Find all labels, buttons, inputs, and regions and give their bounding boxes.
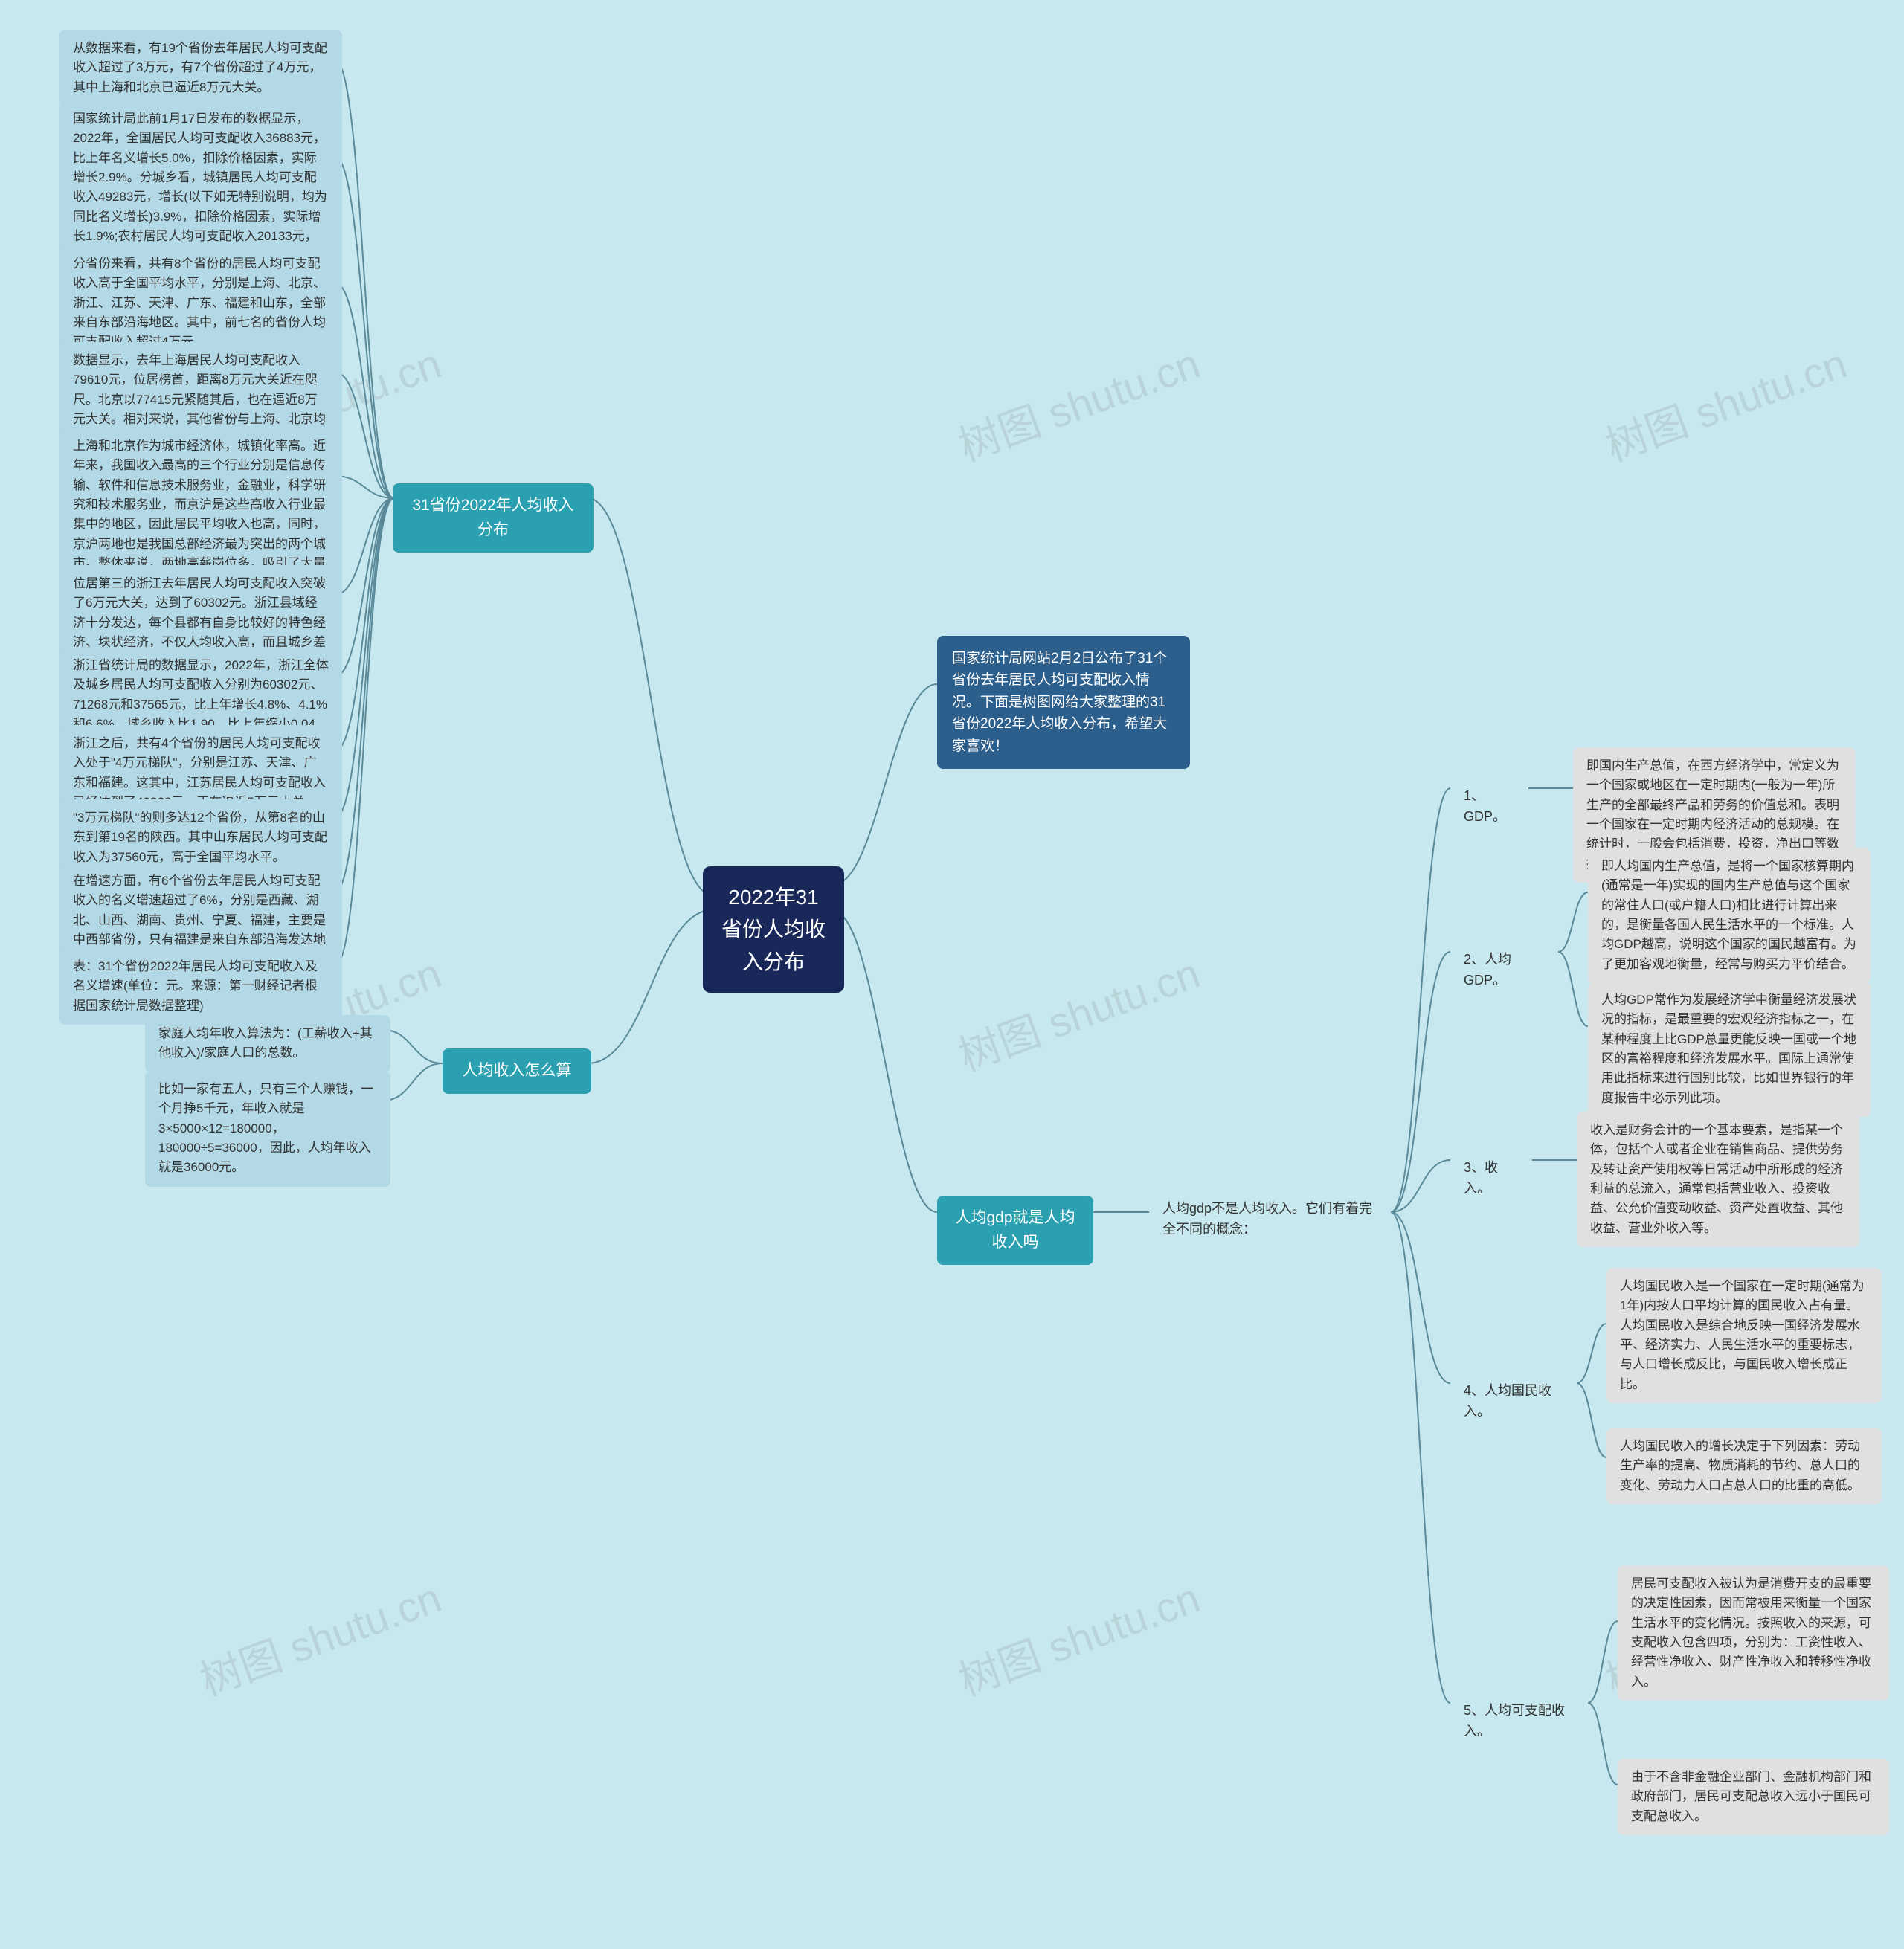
howto-leaf-1: 比如一家有五人，只有三个人赚钱，一个月挣5千元，年收入就是3×5000×12=1… <box>145 1071 390 1187</box>
dist-leaf-0: 从数据来看，有19个省份去年居民人均可支配收入超过了3万元，有7个省份超过了4万… <box>60 30 342 106</box>
intro-node: 国家统计局网站2月2日公布了31个省份去年居民人均可支配收入情况。下面是树图网给… <box>937 636 1190 769</box>
gdp-item-1-num: 1、GDP。 <box>1450 777 1536 837</box>
watermark: 树图 shutu.cn <box>1596 330 1854 473</box>
howto-leaf-0: 家庭人均年收入算法为：(工薪收入+其他收入)/家庭人口的总数。 <box>145 1015 390 1072</box>
gdp-item-4-num: 4、人均国民收入。 <box>1450 1372 1580 1431</box>
gdp-item-2-num: 2、人均GDP。 <box>1450 941 1562 1000</box>
gdp-item-5-leaf-1: 由于不含非金融企业部门、金融机构部门和政府部门，居民可支配总收入远小于国民可支配… <box>1618 1759 1889 1835</box>
watermark: 树图 shutu.cn <box>949 940 1207 1083</box>
branch-gdp: 人均gdp就是人均收入吗 <box>937 1196 1093 1265</box>
gdp-item-2-leaf-0: 即人均国内生产总值，是将一个国家核算期内(通常是一年)实现的国内生产总值与这个国… <box>1588 848 1871 983</box>
watermark: 树图 shutu.cn <box>949 330 1207 473</box>
root-node: 2022年31省份人均收入分布 <box>703 866 844 993</box>
gdp-sublabel: 人均gdp不是人均收入。它们有着完全不同的概念： <box>1149 1190 1395 1249</box>
watermark: 树图 shutu.cn <box>190 1565 448 1707</box>
dist-leaf-10: 表：31个省份2022年居民人均可支配收入及名义增速(单位：元。来源：第一财经记… <box>60 948 342 1025</box>
branch-howto: 人均收入怎么算 <box>443 1048 591 1094</box>
gdp-item-4-leaf-0: 人均国民收入是一个国家在一定时期(通常为1年)内按人口平均计算的国民收入占有量。… <box>1606 1268 1882 1403</box>
gdp-item-5-leaf-0: 居民可支配收入被认为是消费开支的最重要的决定性因素，因而常被用来衡量一个国家生活… <box>1618 1565 1889 1701</box>
gdp-item-2-leaf-1: 人均GDP常作为发展经济学中衡量经济发展状况的指标，是最重要的宏观经济指标之一，… <box>1588 982 1871 1117</box>
gdp-item-4-leaf-1: 人均国民收入的增长决定于下列因素：劳动生产率的提高、物质消耗的节约、总人口的变化… <box>1606 1428 1882 1504</box>
gdp-item-3-num: 3、收入。 <box>1450 1149 1536 1208</box>
watermark: 树图 shutu.cn <box>949 1565 1207 1707</box>
gdp-item-5-num: 5、人均可支配收入。 <box>1450 1692 1592 1751</box>
branch-distribution: 31省份2022年人均收入分布 <box>393 483 594 553</box>
gdp-item-3-leaf-0: 收入是财务会计的一个基本要素，是指某一个体，包括个人或者企业在销售商品、提供劳务… <box>1577 1112 1859 1247</box>
